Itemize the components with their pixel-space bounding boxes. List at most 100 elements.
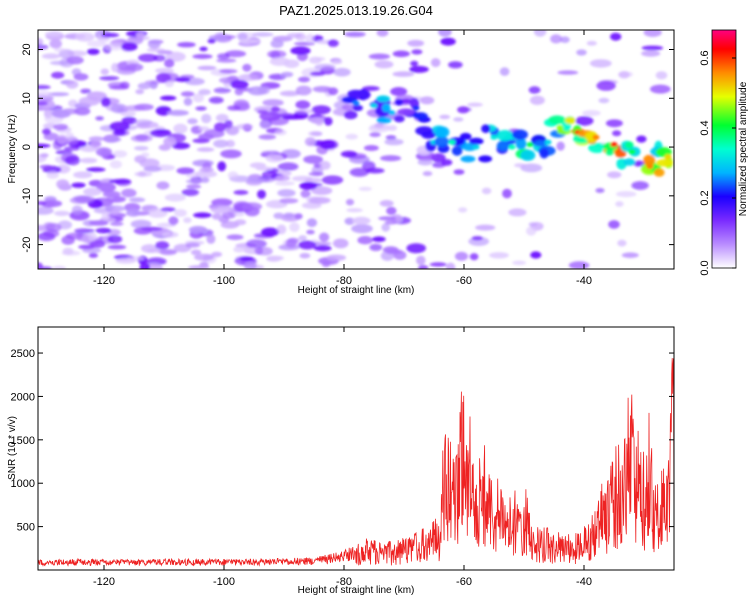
spectrogram-noise-cell xyxy=(262,99,284,107)
spectrogram-noise-cell xyxy=(156,72,171,83)
spectrogram-noise-cell xyxy=(281,71,294,78)
spectrogram-noise-cell xyxy=(310,117,322,124)
spectrogram-noise-cell xyxy=(605,119,623,128)
spectrogram-noise-cell xyxy=(438,30,452,37)
spectrogram-signal-cell xyxy=(347,89,365,98)
spectrogram-noise-cell xyxy=(358,186,372,191)
spectrogram-noise-cell xyxy=(115,178,132,186)
spectrogram-noise-cell xyxy=(471,236,483,241)
spectrogram-noise-cell xyxy=(390,87,408,96)
spectrogram-noise-cell xyxy=(453,117,464,122)
spectrogram-peak-cell xyxy=(646,164,654,170)
spectrogram-noise-cell xyxy=(308,171,324,177)
spectrogram-noise-cell xyxy=(38,101,48,106)
spectrogram-noise-cell xyxy=(105,136,122,143)
spectrogram-noise-cell xyxy=(422,171,433,177)
spectrogram-noise-cell xyxy=(199,46,208,52)
spectrogram-noise-cell xyxy=(146,257,167,266)
spectrogram-noise-cell xyxy=(130,134,153,143)
spectrogram-noise-cell xyxy=(392,50,410,58)
spectrogram-noise-cell xyxy=(109,121,130,132)
spectrogram-noise-cell xyxy=(180,91,195,97)
spectrogram-noise-cell xyxy=(177,42,196,48)
spectrogram-noise-cell xyxy=(313,241,332,246)
spectrogram-noise-cell xyxy=(556,141,565,151)
spectrogram-peak-cell xyxy=(664,154,672,160)
spectrogram-noise-cell xyxy=(139,262,150,269)
spectrogram-noise-cell xyxy=(410,60,419,67)
spectrogram-noise-cell xyxy=(186,184,202,189)
spectrogram-noise-cell xyxy=(164,80,174,88)
spectrogram-noise-cell xyxy=(445,262,456,269)
spectrogram-noise-cell xyxy=(596,80,616,91)
spectrogram-signal-cell xyxy=(381,103,391,113)
spectrogram-noise-cell xyxy=(138,53,158,63)
spectrogram-noise-cell xyxy=(313,245,332,252)
spectrogram-noise-cell xyxy=(74,228,95,234)
spectrogram-noise-cell xyxy=(225,125,240,136)
spectrogram-noise-cell xyxy=(303,155,323,164)
spectrogram-noise-cell xyxy=(213,32,228,42)
spectrogram-noise-cell xyxy=(96,182,116,193)
spectrogram-noise-cell xyxy=(618,71,630,79)
spectrogram-noise-cell xyxy=(299,252,311,259)
spectrogram-signal-cell xyxy=(352,104,363,112)
spectrogram-noise-cell xyxy=(48,92,70,97)
spectrogram-noise-cell xyxy=(89,220,109,226)
spectrogram-signal-cell xyxy=(481,124,491,133)
spectrogram-noise-cell xyxy=(448,61,463,69)
spectrogram-noise-cell xyxy=(181,188,199,196)
chart-title: PAZ1.2025.013.19.26.G04 xyxy=(279,3,433,18)
spectrogram-noise-cell xyxy=(236,123,254,130)
snr-y-axis-label: SNR (10 * v/v) xyxy=(7,416,18,480)
spectrogram-noise-cell xyxy=(416,255,426,266)
spectrogram-noise-cell xyxy=(49,39,62,49)
spectrogram-noise-cell xyxy=(143,166,162,172)
spectrogram-noise-cell xyxy=(258,134,277,140)
spectrogram-noise-cell xyxy=(533,30,547,37)
spectrogram-noise-cell xyxy=(279,198,299,204)
spectrogram-signal-cell xyxy=(643,154,656,167)
spectrogram-noise-cell xyxy=(211,213,222,220)
spectrogram-signal-cell xyxy=(434,136,449,147)
y-tick-label: -20 xyxy=(21,237,33,253)
spectrogram-noise-cell xyxy=(589,59,612,68)
spectrogram-noise-cell xyxy=(56,179,70,190)
x-tick-label: -80 xyxy=(336,576,352,588)
spectrogram-noise-cell xyxy=(276,224,287,235)
x-tick-label: -100 xyxy=(213,275,235,287)
spectrogram-noise-cell xyxy=(38,206,54,215)
spectrogram-noise-cell xyxy=(242,202,263,211)
spectrogram-noise-cell xyxy=(272,175,291,181)
spectrogram-noise-cell xyxy=(327,39,339,47)
spectrogram-noise-cell xyxy=(298,240,317,250)
spectrogram-noise-cell xyxy=(295,100,311,110)
spectrogram-noise-cell xyxy=(299,181,318,190)
spectrogram-noise-cell xyxy=(102,190,121,198)
spectrogram-noise-cell xyxy=(315,57,326,61)
spectrogram-noise-cell xyxy=(65,132,74,139)
spectrogram-noise-cell xyxy=(309,71,326,76)
spectrogram-noise-cell xyxy=(192,93,204,103)
spectrogram-noise-cell xyxy=(95,116,104,121)
snr-panel: -120 -100 -80 -60 -40 500 1000 1500 2000 2500 He… xyxy=(7,326,675,596)
spectrogram-signal-cell xyxy=(653,168,665,177)
spectrogram-noise-cell xyxy=(214,122,227,132)
spectrogram-noise-cell xyxy=(40,153,49,158)
spectrogram-y-ticks: -20 -10 0 10 20 xyxy=(21,43,674,253)
spectrogram-noise-cell xyxy=(54,210,70,217)
spectrogram-peak-cell xyxy=(370,103,378,109)
y-tick-label: 500 xyxy=(17,522,35,534)
spectrogram-noise-cell xyxy=(206,234,216,244)
spectrogram-noise-cell xyxy=(385,249,403,255)
spectrogram-noise-cell xyxy=(220,149,242,159)
spectrogram-noise-cell xyxy=(374,60,394,69)
spectrogram-noise-cell xyxy=(586,40,597,46)
y-tick-label: 1500 xyxy=(11,435,35,447)
spectrogram-noise-cell xyxy=(74,195,96,204)
spectrogram-noise-cell xyxy=(326,254,347,261)
spectrogram-noise-cell xyxy=(238,73,259,82)
spectrogram-signal-cell xyxy=(624,141,634,149)
spectrogram-noise-cell xyxy=(99,76,120,81)
spectrogram-noise-cell xyxy=(100,32,120,38)
